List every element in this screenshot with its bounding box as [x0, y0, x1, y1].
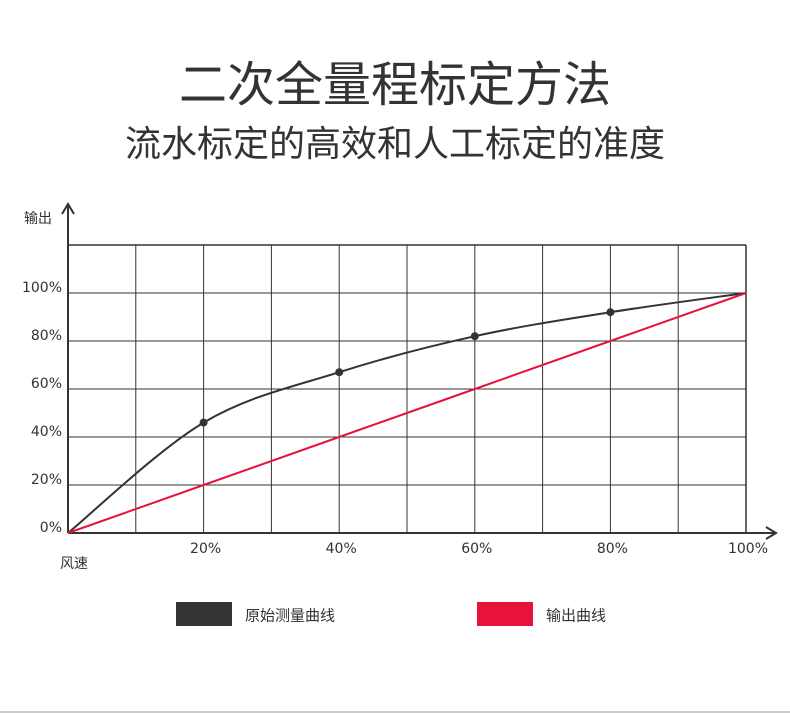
x-tick-label: 40%	[326, 541, 357, 557]
legend-swatch	[176, 602, 232, 626]
y-axis-arrow	[61, 202, 75, 215]
x-tick-label: 100%	[728, 541, 768, 557]
legend-label: 输出曲线	[546, 607, 606, 625]
data-point	[606, 308, 615, 317]
y-tick-label: 60%	[31, 376, 62, 392]
legend-swatch	[477, 602, 533, 626]
y-axis-label: 输出	[24, 211, 52, 227]
data-point	[199, 418, 208, 427]
series-line	[67, 292, 747, 534]
legend-label: 原始测量曲线	[245, 607, 335, 625]
chart-title: 二次全量程标定方法	[179, 57, 611, 113]
x-tick-label: 80%	[597, 541, 628, 557]
x-axis-label: 风速	[60, 556, 88, 572]
y-tick-label: 100%	[22, 280, 62, 296]
y-tick-label: 20%	[31, 472, 62, 488]
data-point	[335, 368, 344, 377]
y-tick-label: 80%	[31, 328, 62, 344]
series-line	[67, 292, 747, 534]
x-tick-label: 20%	[190, 541, 221, 557]
data-point	[470, 332, 479, 341]
chart-subtitle: 流水标定的高效和人工标定的准度	[125, 124, 665, 165]
x-tick-label: 60%	[461, 541, 492, 557]
y-tick-label: 0%	[40, 520, 62, 536]
x-axis-arrow	[765, 526, 778, 540]
y-tick-label: 40%	[31, 424, 62, 440]
